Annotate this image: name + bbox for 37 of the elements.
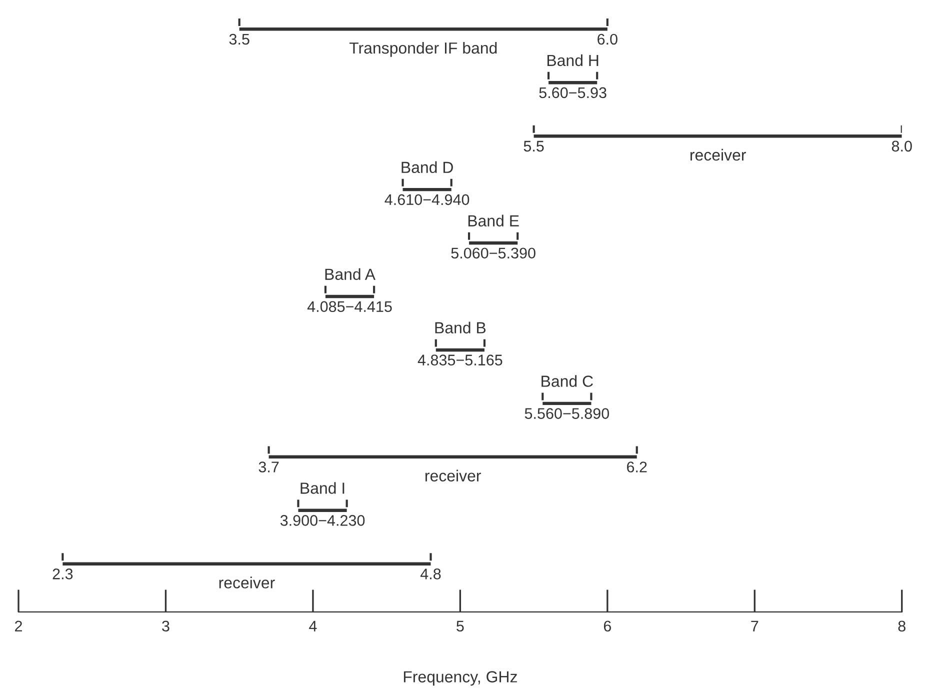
x-tick-label: 7 [751, 620, 758, 632]
annotation: 3.7 [258, 462, 279, 472]
annotation: 5.060−5.390 [451, 248, 536, 259]
x-tick-label: 3 [162, 620, 170, 632]
x-tick-label: 5 [456, 620, 464, 632]
bar [542, 402, 592, 406]
x-tick-label: 4 [309, 620, 317, 632]
annotation: 4.085−4.415 [307, 301, 392, 312]
x-tick-label: 6 [604, 620, 611, 632]
annotation: receiver [690, 148, 746, 161]
x-axis-title: Frequency, GHz [404, 671, 517, 686]
annotation: 8.0 [892, 140, 912, 152]
x-tick-label: 2 [15, 620, 22, 632]
annotation: Band H [547, 54, 598, 66]
annotation: Band D [402, 161, 453, 174]
x-tick-label: 8 [898, 620, 906, 632]
annotation: Transponder IF band [349, 42, 497, 57]
annotation: Band E [468, 214, 519, 227]
annotation: 2.3 [52, 568, 73, 580]
annotation: 4.610−4.940 [384, 194, 470, 206]
annotation: 3.5 [229, 34, 250, 45]
annotation: 4.8 [420, 568, 441, 580]
annotation: receiver [219, 576, 275, 588]
annotation: Band B [435, 322, 486, 334]
annotation: 3.900−4.230 [280, 515, 365, 526]
annotation: 4.835−5.165 [418, 354, 502, 366]
bar [268, 455, 637, 459]
annotation: 5.60−5.93 [539, 87, 606, 98]
annotation: receiver [425, 470, 481, 482]
annotation: 6.0 [598, 34, 618, 45]
annotation: 5.5 [524, 140, 544, 152]
annotation: Band C [542, 375, 593, 387]
bar [298, 508, 347, 512]
annotation: Band I [300, 482, 344, 494]
annotation: 5.560−5.890 [524, 408, 610, 419]
annotation: 6.2 [627, 462, 647, 472]
annotation: Band A [325, 268, 376, 280]
